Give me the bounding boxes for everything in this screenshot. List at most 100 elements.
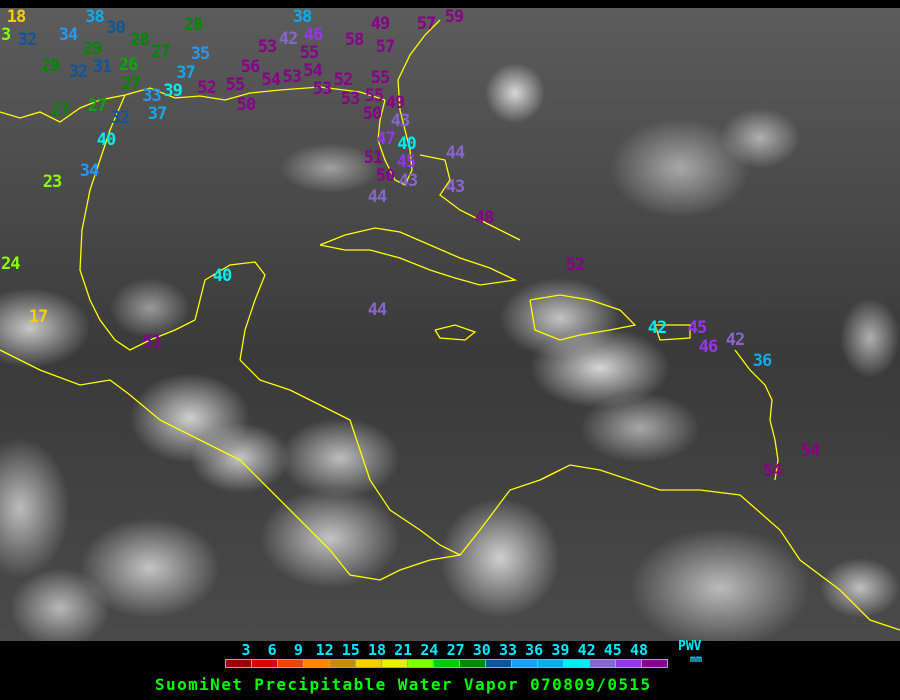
station-pwv-value: 43	[445, 176, 466, 197]
station-pwv-value: 29	[40, 55, 61, 76]
coastlines-borders	[0, 19, 900, 631]
legend-tick-label: 21	[394, 641, 413, 659]
station-pwv-value: 51	[142, 331, 163, 352]
station-pwv-value: 3	[1, 24, 11, 45]
legend-swatch	[408, 660, 434, 667]
station-pwv-value: 57	[416, 13, 437, 34]
legend-swatch	[434, 660, 460, 667]
south-america-coast	[539, 464, 900, 631]
legend-tick-label: 24	[420, 641, 439, 659]
station-pwv-value: 44	[367, 299, 388, 320]
station-pwv-value: 32	[68, 61, 89, 82]
legend-tick-label: 48	[629, 641, 649, 659]
station-pwv-value: 57	[375, 36, 396, 57]
station-pwv-value: 32	[17, 29, 38, 50]
legend-swatch	[278, 660, 304, 667]
station-pwv-value: 55	[364, 85, 385, 106]
station-pwv-value: 46	[303, 24, 324, 45]
legend-tick-label: 36	[525, 641, 544, 659]
station-pwv-value: 50	[236, 94, 257, 115]
station-pwv-value: 34	[58, 24, 79, 45]
legend-swatch	[564, 660, 590, 667]
legend-swatch	[486, 660, 512, 667]
station-pwv-value: 59	[444, 6, 465, 27]
station-pwv-value: 49	[385, 92, 406, 113]
station-pwv-value: 40	[397, 134, 417, 155]
station-pwv-value: 35	[190, 44, 211, 65]
color-scale-bar	[225, 659, 668, 668]
legend-swatch	[616, 660, 642, 667]
lesser-antilles	[734, 349, 779, 481]
legend-swatch	[590, 660, 616, 667]
legend-swatch	[512, 660, 538, 667]
station-pwv-value: 36	[752, 350, 773, 371]
station-pwv-value: 29	[82, 38, 103, 59]
legend-tick-label: 42	[577, 641, 596, 659]
station-pwv-value: 53	[340, 88, 361, 109]
station-pwv-value: 50	[362, 104, 383, 125]
station-pwv-value: 47	[376, 129, 396, 150]
station-pwv-value: 53	[257, 36, 278, 57]
hispaniola-coast	[529, 294, 637, 341]
legend-tick-label: 33	[498, 641, 518, 659]
station-pwv-value: 51	[363, 147, 384, 168]
jamaica-coast	[434, 324, 477, 341]
station-pwv-value: 44	[445, 142, 466, 163]
legend-swatch	[642, 660, 667, 667]
station-pwv-value: 17	[28, 306, 49, 327]
station-pwv-value: 40	[212, 265, 233, 286]
station-pwv-value: 32	[110, 107, 131, 128]
cuba-coast	[319, 227, 518, 286]
station-pwv-value: 33	[142, 85, 162, 106]
station-pwv-value: 42	[647, 317, 668, 338]
station-pwv-value: 31	[92, 57, 113, 78]
station-pwv-value: 27	[87, 95, 108, 116]
station-pwv-value: 28	[130, 29, 150, 50]
legend-swatch	[330, 660, 356, 667]
station-pwv-value: 42	[278, 28, 299, 49]
legend-tick-label: 30	[472, 641, 491, 659]
unit-label: PWV	[678, 639, 702, 654]
station-pwv-value: 27	[121, 73, 142, 94]
station-pwv-value: 53	[312, 78, 333, 99]
station-pwv-value: 39	[163, 80, 183, 101]
station-pwv-value: 55	[225, 74, 246, 95]
texas-mexico-coast	[79, 94, 196, 351]
us-gulf-coast	[0, 86, 386, 123]
station-pwv-value: 43	[398, 170, 419, 191]
station-pwv-value: 34	[79, 160, 100, 181]
pacific-coast	[0, 349, 461, 581]
unit: mm	[690, 654, 703, 665]
station-pwv-value: 54	[261, 69, 281, 90]
florida-coast	[377, 19, 441, 186]
station-pwv-value: 28	[183, 14, 204, 35]
station-pwv-value: 55	[370, 67, 391, 88]
legend-swatch	[304, 660, 330, 667]
legend-swatch	[382, 660, 408, 667]
legend-tick-label: 9	[293, 641, 303, 659]
station-pwv-value: 37	[147, 104, 168, 125]
station-pwv-value: 46	[698, 336, 719, 357]
station-pwv-value: 27	[151, 41, 171, 62]
station-pwv-value: 45	[687, 318, 708, 339]
station-pwv-value: 54	[800, 440, 821, 461]
legend-tick-label: 18	[367, 641, 387, 659]
station-pwv-value: 18	[6, 6, 27, 27]
station-pwv-value: 37	[176, 62, 196, 83]
legend-swatch	[460, 660, 486, 667]
legend-tick-label: 45	[603, 641, 622, 659]
station-pwv-value: 40	[96, 129, 117, 150]
station-pwv-value: 44	[367, 186, 388, 207]
legend: 3 6 9 12 15 18 21 24 27 30 33 36 39 42 45 48 PWV mm Suo…	[0, 639, 900, 700]
coastline-group	[0, 19, 900, 631]
station-pwv-value: 54	[762, 460, 783, 481]
yucatan-coast	[194, 261, 266, 361]
station-pwv-value: 58	[344, 29, 365, 50]
station-pwv-value: 23	[42, 171, 63, 192]
station-pwv-value: 56	[240, 56, 261, 77]
station-pwv-value: 53	[282, 66, 303, 87]
legend-tick-label: 6	[267, 641, 277, 659]
station-pwv-value: 52	[565, 254, 586, 275]
station-pwv-value: 26	[118, 55, 139, 76]
